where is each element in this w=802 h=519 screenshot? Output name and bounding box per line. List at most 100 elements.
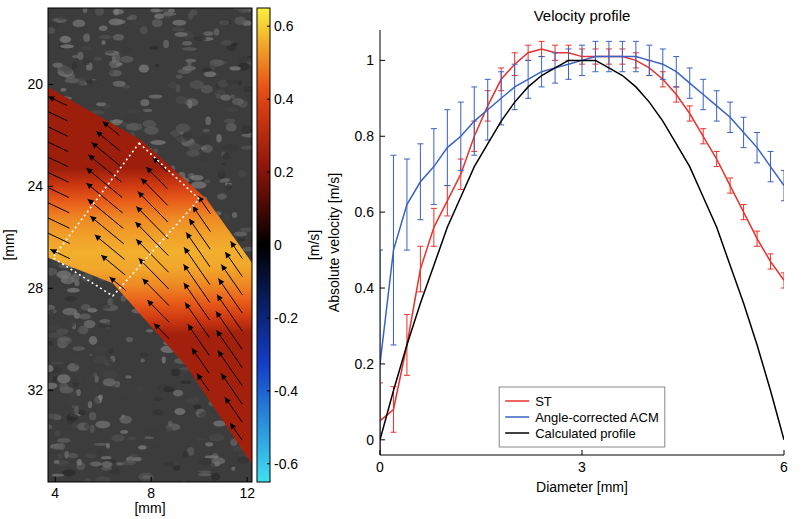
speckle-dot <box>78 326 88 335</box>
speckle-dot <box>134 457 142 461</box>
speckle-dot <box>77 423 89 431</box>
error-cap <box>633 41 639 42</box>
speckle-dot <box>203 68 212 72</box>
vector-arrow <box>48 194 69 213</box>
speckle-dot <box>64 78 80 83</box>
error-line <box>716 151 717 166</box>
speckle-dot <box>203 31 213 36</box>
speckle-dot <box>81 274 93 282</box>
arrow-shaft <box>103 122 120 136</box>
speckle-dot <box>120 430 128 434</box>
error-cap <box>458 102 464 103</box>
error-bar <box>741 205 747 220</box>
error-cap <box>592 41 598 42</box>
error-cap <box>485 79 491 80</box>
error-cap <box>498 67 504 68</box>
speckle-dot <box>150 140 165 145</box>
speckle-dot <box>67 288 80 293</box>
error-cap <box>741 219 747 220</box>
speckle-dot <box>149 95 163 99</box>
vector-arrow <box>218 351 242 386</box>
speckle-dot <box>52 443 63 449</box>
series <box>380 41 784 455</box>
series <box>380 60 784 439</box>
speckle-dot <box>87 308 97 312</box>
arrow-head <box>103 122 110 128</box>
speckle-dot <box>66 413 78 421</box>
error-cap <box>525 45 531 46</box>
arrow-shaft <box>216 330 242 367</box>
error-bar <box>404 159 410 250</box>
arrow-head <box>221 265 227 272</box>
error-cap <box>431 246 437 247</box>
arrow-shaft <box>189 219 210 249</box>
speckle-dot <box>140 358 144 362</box>
right-plot <box>380 41 784 455</box>
arrow-head <box>216 330 222 337</box>
error-line <box>487 79 488 140</box>
speckle-dot <box>218 170 226 179</box>
x-tick-label: 4 <box>51 485 59 501</box>
error-cap <box>525 60 531 61</box>
error-cap <box>539 56 545 57</box>
speckle-dot <box>48 414 61 419</box>
error-line <box>757 231 758 246</box>
error-bar <box>444 186 450 216</box>
error-bar <box>471 87 477 155</box>
arrow-head <box>86 183 93 189</box>
arrow-head <box>101 255 108 261</box>
error-cap <box>660 48 666 49</box>
speckle-dot <box>89 412 96 420</box>
arrow-shaft <box>198 196 210 214</box>
error-bar <box>768 151 774 181</box>
vector-arrow <box>103 122 120 136</box>
speckle-dot <box>108 298 113 305</box>
arrow-shaft <box>101 255 125 275</box>
error-bar <box>727 178 733 193</box>
speckle-dot <box>200 156 208 162</box>
speckle-dot <box>197 438 208 441</box>
speckle-dot <box>72 62 77 70</box>
error-cap <box>700 109 706 110</box>
error-cap <box>754 231 760 232</box>
x-tick <box>55 477 56 482</box>
error-cap <box>727 132 733 133</box>
error-line <box>433 208 434 246</box>
error-cap <box>444 215 450 216</box>
roi-box <box>53 143 199 296</box>
arrow-head <box>88 155 95 161</box>
error-line <box>703 129 704 144</box>
chart-title: Velocity profile <box>534 7 631 24</box>
error-cap <box>660 79 666 80</box>
speckle-dot <box>57 438 71 443</box>
speckle-dot <box>224 144 239 151</box>
y-tick <box>380 60 385 61</box>
arrow-head <box>197 374 203 381</box>
error-line <box>676 87 677 102</box>
error-cap <box>417 291 423 292</box>
arrow-head <box>86 168 93 174</box>
y-tick <box>380 136 385 137</box>
arrow-shaft <box>217 295 242 332</box>
x-tick-label: 12 <box>239 485 255 501</box>
speckle-dot <box>109 68 114 75</box>
legend-label: Calculated profile <box>535 426 635 441</box>
vector-arrow <box>50 249 70 258</box>
error-cap <box>660 86 666 87</box>
arrow-shaft <box>225 397 242 422</box>
error-line <box>433 129 434 205</box>
error-cap <box>579 75 585 76</box>
series-line <box>380 57 784 364</box>
speckle-dot <box>216 94 221 99</box>
speckle-dot <box>96 476 112 482</box>
y-tick <box>380 363 385 364</box>
legend-box <box>499 387 665 447</box>
error-line <box>420 246 421 292</box>
y-tick <box>380 212 385 213</box>
speckle-dot <box>198 136 209 145</box>
colorbar-tick <box>267 463 270 464</box>
error-line <box>743 205 744 220</box>
speckle-dot <box>90 462 102 467</box>
speckle-dot <box>123 47 132 54</box>
speckle-dot <box>217 193 227 199</box>
